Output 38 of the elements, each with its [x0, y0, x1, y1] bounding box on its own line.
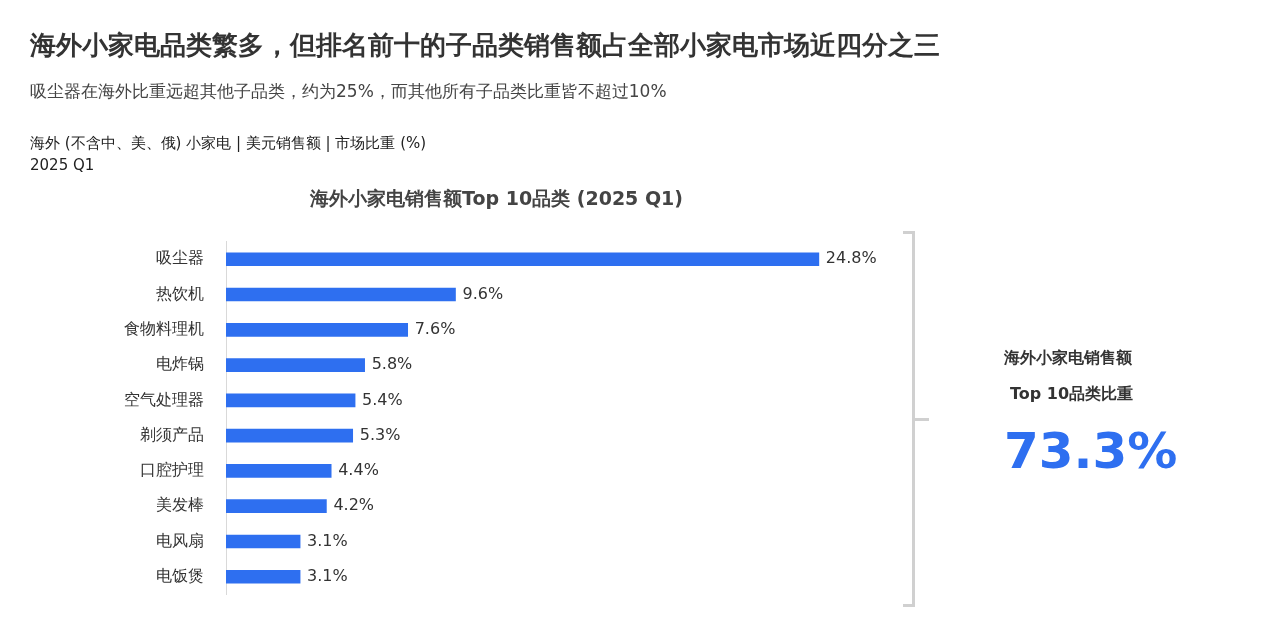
y-tick-label: 食物料理机: [124, 318, 204, 338]
bar: [226, 287, 456, 302]
bar: [226, 499, 327, 514]
data-label: 5.3%: [359, 424, 401, 444]
data-label: 3.1%: [307, 530, 348, 550]
text: Top 10品类比重: [1010, 384, 1134, 405]
data-label: 3.1%: [307, 565, 348, 585]
bar: [226, 358, 365, 372]
bar: [226, 322, 409, 337]
y-tick-label: 热饮机: [156, 283, 204, 303]
bar: [226, 252, 820, 267]
data-label: 24.8%: [825, 248, 877, 268]
text: 73.3%: [1004, 422, 1178, 480]
data-label: 5.4%: [362, 389, 403, 409]
bar: [226, 569, 301, 584]
text: 海外 (不含中、美、俄) 小家电 | 美元销售额 | 市场比重 (%): [30, 134, 427, 153]
y-tick-label: 剃须产品: [140, 424, 204, 444]
chart-subtitle: 吸尘器在海外比重远超其他子品类，约为25%，而其他所有子品类比重皆不超过10%: [30, 80, 667, 103]
bar: [226, 428, 354, 443]
text: 海外小家电销售额Top 10品类 (2025 Q1): [310, 186, 683, 211]
y-tick-label: 口腔护理: [140, 460, 204, 480]
data-label: 4.4%: [338, 460, 379, 480]
data-label: 9.6%: [462, 283, 504, 303]
y-tick-label: 吸尘器: [156, 248, 204, 268]
bar: [226, 464, 332, 478]
text: 海外小家电销售额: [1004, 348, 1132, 369]
text: 2025 Q1: [30, 156, 95, 174]
data-label: 7.6%: [414, 318, 456, 338]
bar: [226, 534, 301, 549]
bar: [226, 393, 356, 408]
y-tick-label: 美发棒: [156, 495, 204, 515]
y-tick-label: 电饭煲: [156, 565, 204, 585]
chart-title: 海外小家电品类繁多，但排名前十的子品类销售额占全部小家电市场近四分之三: [30, 29, 940, 62]
y-tick-label: 电炸锅: [156, 354, 204, 374]
y-tick-label: 空气处理器: [124, 389, 204, 409]
data-label: 4.2%: [333, 495, 375, 515]
y-tick-label: 电风扇: [156, 530, 204, 550]
data-label: 5.8%: [371, 354, 413, 374]
